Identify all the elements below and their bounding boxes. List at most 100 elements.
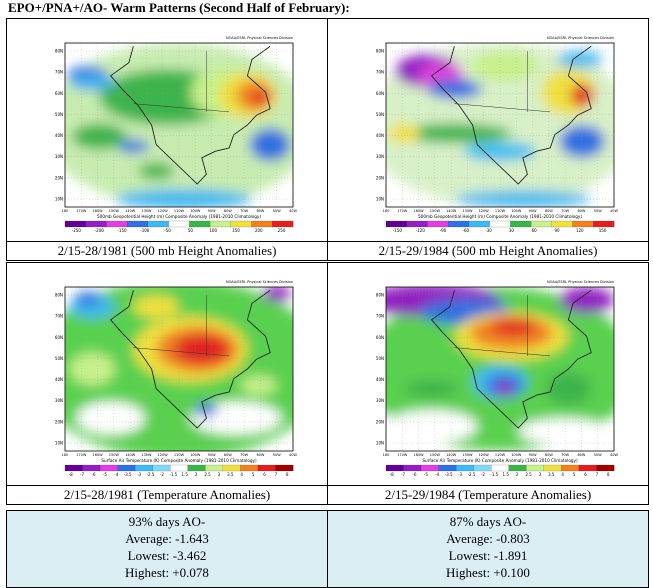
colorbar-swatch: [152, 464, 171, 472]
lat-label: 50N: [376, 112, 384, 117]
colorbar-tick-label: 3: [218, 472, 221, 477]
anomaly-blob: [115, 188, 252, 207]
colorbar-tick-label: 60: [532, 228, 538, 233]
colorbar-swatch: [578, 464, 597, 472]
colorbar-swatch: [64, 220, 87, 228]
colorbar-tick-label: -8: [69, 472, 73, 477]
stat-line: Lowest: -3.462: [127, 548, 207, 563]
colorbar-swatch: [272, 220, 294, 228]
lat-label: 40N: [376, 133, 384, 138]
colorbar-tick-label: 1.5: [182, 472, 189, 477]
colorbar-swatch: [189, 220, 211, 228]
lat-label: 10N: [55, 441, 63, 446]
colorbar-tick-label: -1.5: [490, 472, 498, 477]
colorbar-tick-label: 2.5: [204, 472, 211, 477]
stat-line: Lowest: -1.891: [448, 548, 528, 563]
colorbar-swatch: [551, 220, 573, 228]
lat-label: 50N: [55, 356, 63, 361]
blobs: [386, 43, 614, 207]
lat-label: 20N: [55, 419, 63, 424]
map-figure: NOAA/ESRL Physical Sciences Division 80N 7…: [55, 280, 298, 477]
lon-label: 160W: [413, 209, 424, 213]
colorbar-tick-label: -5: [424, 472, 428, 477]
lat-label: 80N: [55, 49, 63, 54]
lon-label: 130W: [141, 453, 152, 457]
lat-label: 20N: [55, 175, 63, 180]
colorbar-swatch: [510, 220, 532, 228]
colorbar-swatch: [222, 464, 241, 472]
colorbar-tick-label: 8: [286, 472, 289, 477]
colorbar-swatch: [448, 220, 470, 228]
colorbar-tick-label: -120: [416, 228, 426, 233]
lon-label: 110W: [174, 453, 185, 457]
colorbar-tick-label: -8: [390, 472, 394, 477]
colorbar-swatch: [135, 464, 154, 472]
lon-label: 120W: [158, 209, 169, 213]
colorbar-swatch: [85, 220, 107, 228]
colorbar-swatch: [257, 464, 276, 472]
colorbar-tick-label: -200: [95, 228, 105, 233]
lat-label: 30N: [376, 154, 384, 159]
colorbar-swatch: [596, 464, 615, 472]
colorbar-swatch: [406, 220, 428, 228]
colorbar-swatch: [127, 220, 149, 228]
colorbar-tick-label: -50: [164, 228, 171, 233]
colorbar-swatch: [508, 464, 527, 472]
anomaly-blob: [559, 125, 605, 158]
colorbar-tick-label: -100: [140, 228, 150, 233]
colorbar-swatch: [468, 220, 491, 228]
lat-label: 70N: [55, 70, 63, 75]
border-line: [133, 51, 230, 113]
colorbar-tick-label: -3: [458, 472, 462, 477]
caption: 2/15-29/1984 (500 mb Height Anomalies): [327, 241, 649, 261]
colorbar-tick-label: -2.5: [468, 472, 476, 477]
lat-label: 10N: [376, 441, 384, 446]
caption: 2/15-28/1981 (500 mb Height Anomalies): [6, 241, 328, 261]
colorbar-swatch: [530, 220, 553, 228]
blobs: [65, 43, 293, 207]
colorbar-swatch: [526, 464, 545, 472]
lat-label: 60N: [376, 335, 384, 340]
anomaly-blob: [69, 74, 116, 91]
lat-label: 30N: [55, 398, 63, 403]
colorbar-swatch: [251, 220, 273, 228]
colorbar-tick-label: -3: [137, 472, 141, 477]
lon-label: 180: [383, 453, 390, 457]
colorbar-tick-label: 250: [278, 228, 286, 233]
anomaly-blob: [174, 334, 230, 365]
colorbar-tick-label: -2.5: [147, 472, 155, 477]
map-title: Surface Air Temperature (K) Composite An…: [101, 458, 257, 463]
colorbar-tick-label: -7: [401, 472, 405, 477]
lon-label: 40W: [289, 453, 297, 457]
anomaly-blob: [71, 123, 127, 150]
colorbar-tick-label: -2: [160, 472, 164, 477]
lat-label: 70N: [376, 70, 384, 75]
caption: 2/15-29/1984 (Temperature Anomalies): [327, 485, 649, 505]
colorbar-tick-label: 6: [263, 472, 266, 477]
lon-label: 80W: [224, 453, 232, 457]
anomaly-blob: [454, 190, 592, 207]
lon-label: 80W: [545, 453, 553, 457]
lon-label: 60W: [256, 453, 264, 457]
anomaly-blob: [518, 418, 610, 445]
lat-label: 70N: [55, 314, 63, 319]
lat-label: 20N: [376, 175, 384, 180]
lon-label: 120W: [479, 209, 490, 213]
lon-label: 160W: [92, 453, 103, 457]
colorbar-tick-label: 2: [516, 472, 519, 477]
blobs: [386, 287, 614, 451]
map-cell: NOAA/ESRL Physical Sciences Division 80N 7…: [6, 18, 328, 243]
anomaly-blob: [263, 287, 291, 302]
lon-label: 170W: [76, 209, 87, 213]
lon-label: 110W: [495, 453, 506, 457]
colorbar-swatch: [117, 464, 136, 472]
anomaly-blob: [404, 380, 459, 397]
colorbar-tick-label: -5: [103, 472, 107, 477]
colorbar-tick-label: -150: [393, 228, 403, 233]
lon-label: 100W: [190, 453, 201, 457]
stat-line: Highest: +0.078: [125, 565, 209, 580]
anomaly-blob: [557, 51, 603, 68]
colorbar-tick-label: -90: [440, 228, 447, 233]
lat-label: 10N: [376, 197, 384, 202]
map-cell: NOAA/ESRL Physical Sciences Division 80N 7…: [327, 18, 649, 243]
